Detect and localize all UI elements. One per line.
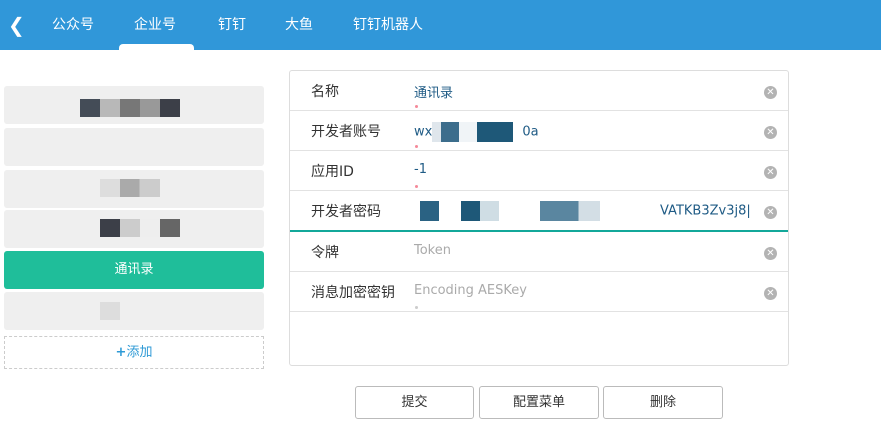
clear-icon[interactable]: ✕ — [764, 166, 777, 179]
add-label: 添加 — [126, 345, 153, 360]
configure-menu-button[interactable]: 配置菜单 — [479, 386, 599, 419]
list-item[interactable] — [4, 128, 264, 166]
field-label: 令牌 — [311, 245, 339, 261]
field-label: 应用ID — [311, 164, 354, 180]
field-token: 令牌 Token ✕ — [290, 232, 788, 272]
value-prefix: wx — [414, 124, 433, 140]
list-item[interactable] — [4, 86, 264, 124]
app-id-input[interactable]: -1 — [414, 162, 427, 177]
clear-icon[interactable]: ✕ — [764, 86, 777, 99]
add-button[interactable]: +添加 — [4, 336, 264, 369]
field-aes-key: 消息加密密钥 Encoding AESKey ✕ — [290, 272, 788, 312]
field-label: 开发者密码 — [311, 204, 381, 220]
field-label: 消息加密密钥 — [311, 285, 395, 301]
aes-key-input[interactable]: Encoding AESKey — [414, 283, 527, 298]
settings-form: 名称 通讯录 ✕ 开发者账号 wx 0a ✕ 应用ID -1 ✕ 开发者密码 VA… — [289, 70, 789, 366]
chevron-left-icon[interactable]: ❮ — [8, 13, 25, 37]
required-dot — [415, 105, 418, 108]
field-dot — [415, 306, 418, 309]
developer-account-input[interactable]: wx 0a — [414, 122, 539, 142]
delete-button[interactable]: 删除 — [603, 386, 723, 419]
name-input[interactable]: 通讯录 — [414, 86, 454, 101]
submit-button[interactable]: 提交 — [355, 386, 474, 419]
token-input[interactable]: Token — [414, 243, 451, 258]
tab-public-account[interactable]: 公众号 — [52, 17, 94, 33]
field-app-id: 应用ID -1 ✕ — [290, 151, 788, 191]
top-nav-bar: ❮ 公众号 企业号 钉钉 大鱼 钉钉机器人 — [0, 0, 881, 50]
plus-icon: + — [115, 345, 127, 360]
field-name: 名称 通讯录 ✕ — [290, 71, 788, 111]
redacted-text — [432, 122, 523, 142]
clear-icon[interactable]: ✕ — [764, 247, 777, 260]
clear-icon[interactable]: ✕ — [764, 126, 777, 139]
list-item[interactable] — [4, 210, 264, 248]
list-item[interactable] — [4, 292, 264, 330]
tab-dingtalk[interactable]: 钉钉 — [218, 17, 246, 33]
active-tab-indicator — [119, 44, 194, 50]
value-suffix: VATKB3Zv3j8 — [660, 203, 747, 219]
required-dot — [415, 145, 418, 148]
clear-icon[interactable]: ✕ — [764, 206, 777, 219]
field-label: 名称 — [311, 84, 339, 100]
required-dot — [415, 185, 418, 188]
list-item-active[interactable]: 通讯录 — [4, 251, 264, 289]
field-developer-secret: 开发者密码 VATKB3Zv3j8| ✕ — [290, 191, 788, 231]
redacted-text — [100, 179, 160, 197]
field-developer-account: 开发者账号 wx 0a ✕ — [290, 111, 788, 151]
tab-enterprise-account[interactable]: 企业号 — [134, 17, 176, 33]
tab-dingtalk-robot[interactable]: 钉钉机器人 — [353, 17, 423, 33]
list-item[interactable] — [4, 170, 264, 208]
redacted-text — [100, 219, 180, 237]
redacted-text — [100, 302, 120, 320]
value-suffix: 0a — [522, 124, 539, 140]
tab-dayu[interactable]: 大鱼 — [285, 17, 313, 33]
developer-secret-input[interactable]: VATKB3Zv3j8| — [420, 201, 751, 221]
clear-icon[interactable]: ✕ — [764, 287, 777, 300]
field-label: 开发者账号 — [311, 124, 381, 140]
redacted-text — [420, 201, 660, 221]
redacted-text — [80, 99, 180, 117]
focus-underline — [290, 230, 788, 232]
